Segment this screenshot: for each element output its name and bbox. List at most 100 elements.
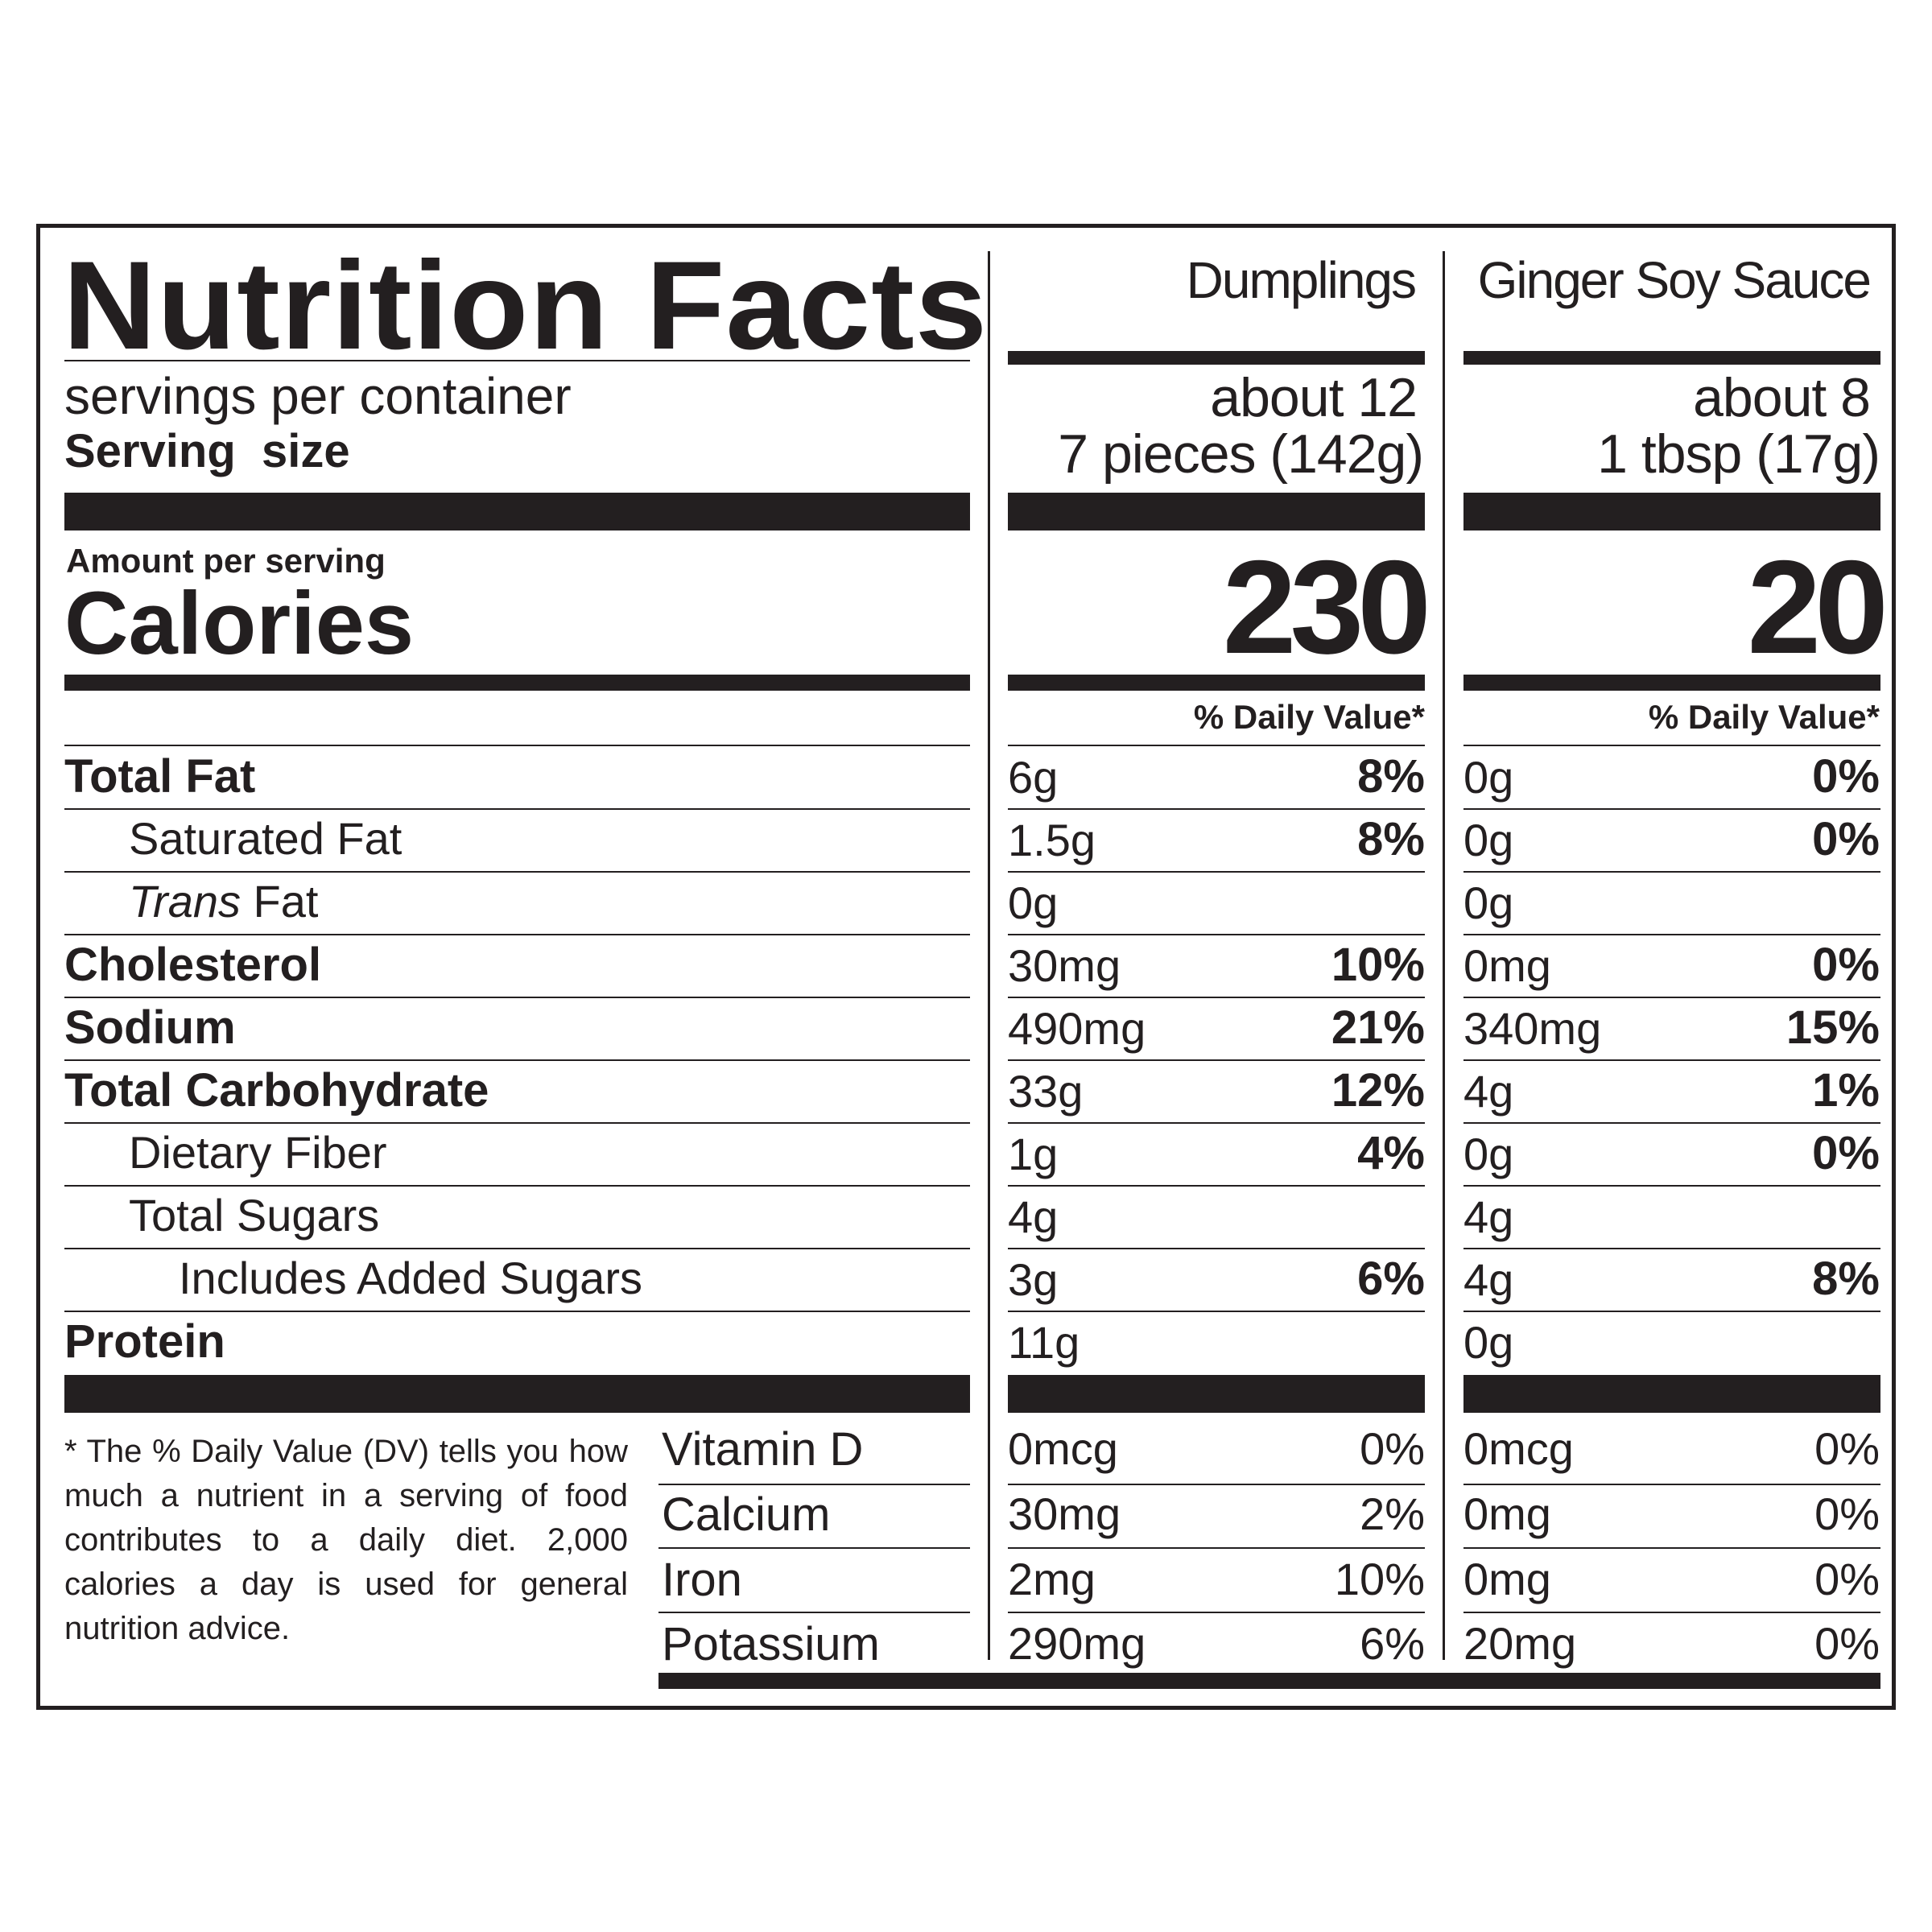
vitamin-dv-dumplings: 2% (1360, 1488, 1425, 1539)
calories-dumplings: 230 (1222, 533, 1431, 681)
amount-sauce: 0g (1463, 815, 1514, 865)
protein-bar-left (64, 1375, 970, 1413)
amount-sauce: 4g (1463, 1066, 1514, 1117)
vitamin-dv-dumplings: 0% (1360, 1423, 1425, 1474)
dv-sauce: 8% (1812, 1253, 1880, 1305)
vitamin-amount-sauce: 0mg (1463, 1554, 1551, 1604)
row-rule (1008, 1059, 1425, 1061)
dv-sauce: 0% (1812, 813, 1880, 865)
vitamin-amount-sauce: 20mg (1463, 1618, 1577, 1669)
dv-dumplings: 12% (1331, 1064, 1425, 1117)
trans-fat-suffix: Fat (241, 876, 319, 927)
amount-sauce: 4g (1463, 1254, 1514, 1305)
row-rule (658, 1547, 970, 1549)
dv-sauce: 0% (1812, 1127, 1880, 1179)
row-rule (1008, 1311, 1425, 1312)
calcium-label: Calcium (662, 1488, 831, 1541)
amount-dumplings: 1g (1008, 1129, 1059, 1179)
serving-size-sauce: 1 tbsp (17g) (1597, 423, 1880, 485)
trans-italic: Trans (129, 876, 241, 927)
row-rule (64, 934, 970, 935)
dv-sauce: 1% (1812, 1064, 1880, 1117)
nutrition-label (36, 224, 1896, 1710)
row-rule (1008, 1547, 1425, 1549)
amount-dumplings: 4g (1008, 1191, 1059, 1242)
dv-sauce: 0% (1812, 939, 1880, 991)
amount-dumplings: 0g (1008, 877, 1059, 928)
row-rule (1463, 1248, 1880, 1249)
dv-dumplings: 21% (1331, 1001, 1425, 1054)
row-rule (1008, 997, 1425, 998)
servings-sauce: about 8 (1693, 367, 1871, 428)
calories-bar-sauce (1463, 675, 1880, 691)
vitamin-dv-dumplings: 6% (1360, 1618, 1425, 1669)
calories-bar-left (64, 675, 970, 691)
dv-header-sauce: % Daily Value* (1648, 698, 1880, 736)
amount-dumplings: 490mg (1008, 1003, 1146, 1054)
amount-dumplings: 11g (1008, 1317, 1080, 1368)
vitamin-dv-sauce: 0% (1814, 1488, 1880, 1539)
header-bar-dumplings (1008, 351, 1425, 365)
potassium-label: Potassium (662, 1618, 880, 1670)
vitamin-dv-sauce: 0% (1814, 1554, 1880, 1604)
dv-header-dumplings: % Daily Value* (1193, 698, 1425, 736)
amount-dumplings: 33g (1008, 1066, 1084, 1117)
row-rule (1463, 1484, 1880, 1485)
row-rule (1008, 934, 1425, 935)
row-rule (1463, 1185, 1880, 1187)
row-rule (64, 871, 970, 873)
dv-dumplings: 8% (1357, 750, 1425, 803)
row-rule (1463, 1612, 1880, 1613)
row-rule (1463, 808, 1880, 810)
vitamin-dv-dumplings: 10% (1334, 1554, 1425, 1604)
dv-sauce: 15% (1785, 1001, 1880, 1054)
serving-size-label: Serving size (64, 425, 350, 477)
row-rule (1008, 1484, 1425, 1485)
nutrient-sodium: Sodium (64, 1001, 236, 1054)
amount-dumplings: 30mg (1008, 940, 1121, 991)
dv-dumplings: 6% (1357, 1253, 1425, 1305)
row-rule (64, 745, 970, 746)
protein-bar-dumplings (1008, 1375, 1425, 1413)
row-rule (1008, 808, 1425, 810)
row-rule (64, 1059, 970, 1061)
row-rule (1463, 997, 1880, 998)
vitamin-amount-sauce: 0mg (1463, 1488, 1551, 1539)
row-rule (658, 1612, 970, 1613)
row-rule (1008, 1185, 1425, 1187)
row-rule (658, 1484, 970, 1485)
row-rule (64, 1185, 970, 1187)
row-rule (1008, 1122, 1425, 1124)
dv-dumplings: 10% (1331, 939, 1425, 991)
amount-sauce: 0g (1463, 1317, 1514, 1368)
nutrient-saturated-fat: Saturated Fat (129, 813, 402, 864)
dv-dumplings: 4% (1357, 1127, 1425, 1179)
vitamin-dv-sauce: 0% (1814, 1618, 1880, 1669)
row-rule (1463, 1059, 1880, 1061)
amount-sauce: 0g (1463, 877, 1514, 928)
vitamin-amount-sauce: 0mcg (1463, 1423, 1574, 1474)
bottom-bar (658, 1673, 1880, 1689)
serving-bar-left (64, 493, 970, 530)
row-rule (64, 808, 970, 810)
row-rule (1008, 1248, 1425, 1249)
row-rule (1008, 1612, 1425, 1613)
row-rule (1463, 1122, 1880, 1124)
vitamin-amount-dumplings: 30mg (1008, 1488, 1121, 1539)
protein-bar-sauce (1463, 1375, 1880, 1413)
calories-bar-dumplings (1008, 675, 1425, 691)
amount-sauce: 0g (1463, 752, 1514, 803)
serving-bar-sauce (1463, 493, 1880, 530)
amount-per-serving: Amount per serving (66, 542, 386, 580)
serving-size-dumplings: 7 pieces (142g) (1058, 423, 1424, 485)
vitamin-amount-dumplings: 290mg (1008, 1618, 1146, 1669)
row-rule (1463, 745, 1880, 746)
serving-bar-dumplings (1008, 493, 1425, 530)
row-rule (1463, 1311, 1880, 1312)
title-rule (64, 360, 970, 361)
label-title: Nutrition Facts (63, 236, 989, 376)
servings-dumplings: about 12 (1210, 367, 1418, 428)
nutrient-trans-fat: Trans Fat (129, 879, 318, 924)
vitamin-amount-dumplings: 0mcg (1008, 1423, 1118, 1474)
column-header-sauce: Ginger Soy Sauce (1477, 251, 1872, 309)
